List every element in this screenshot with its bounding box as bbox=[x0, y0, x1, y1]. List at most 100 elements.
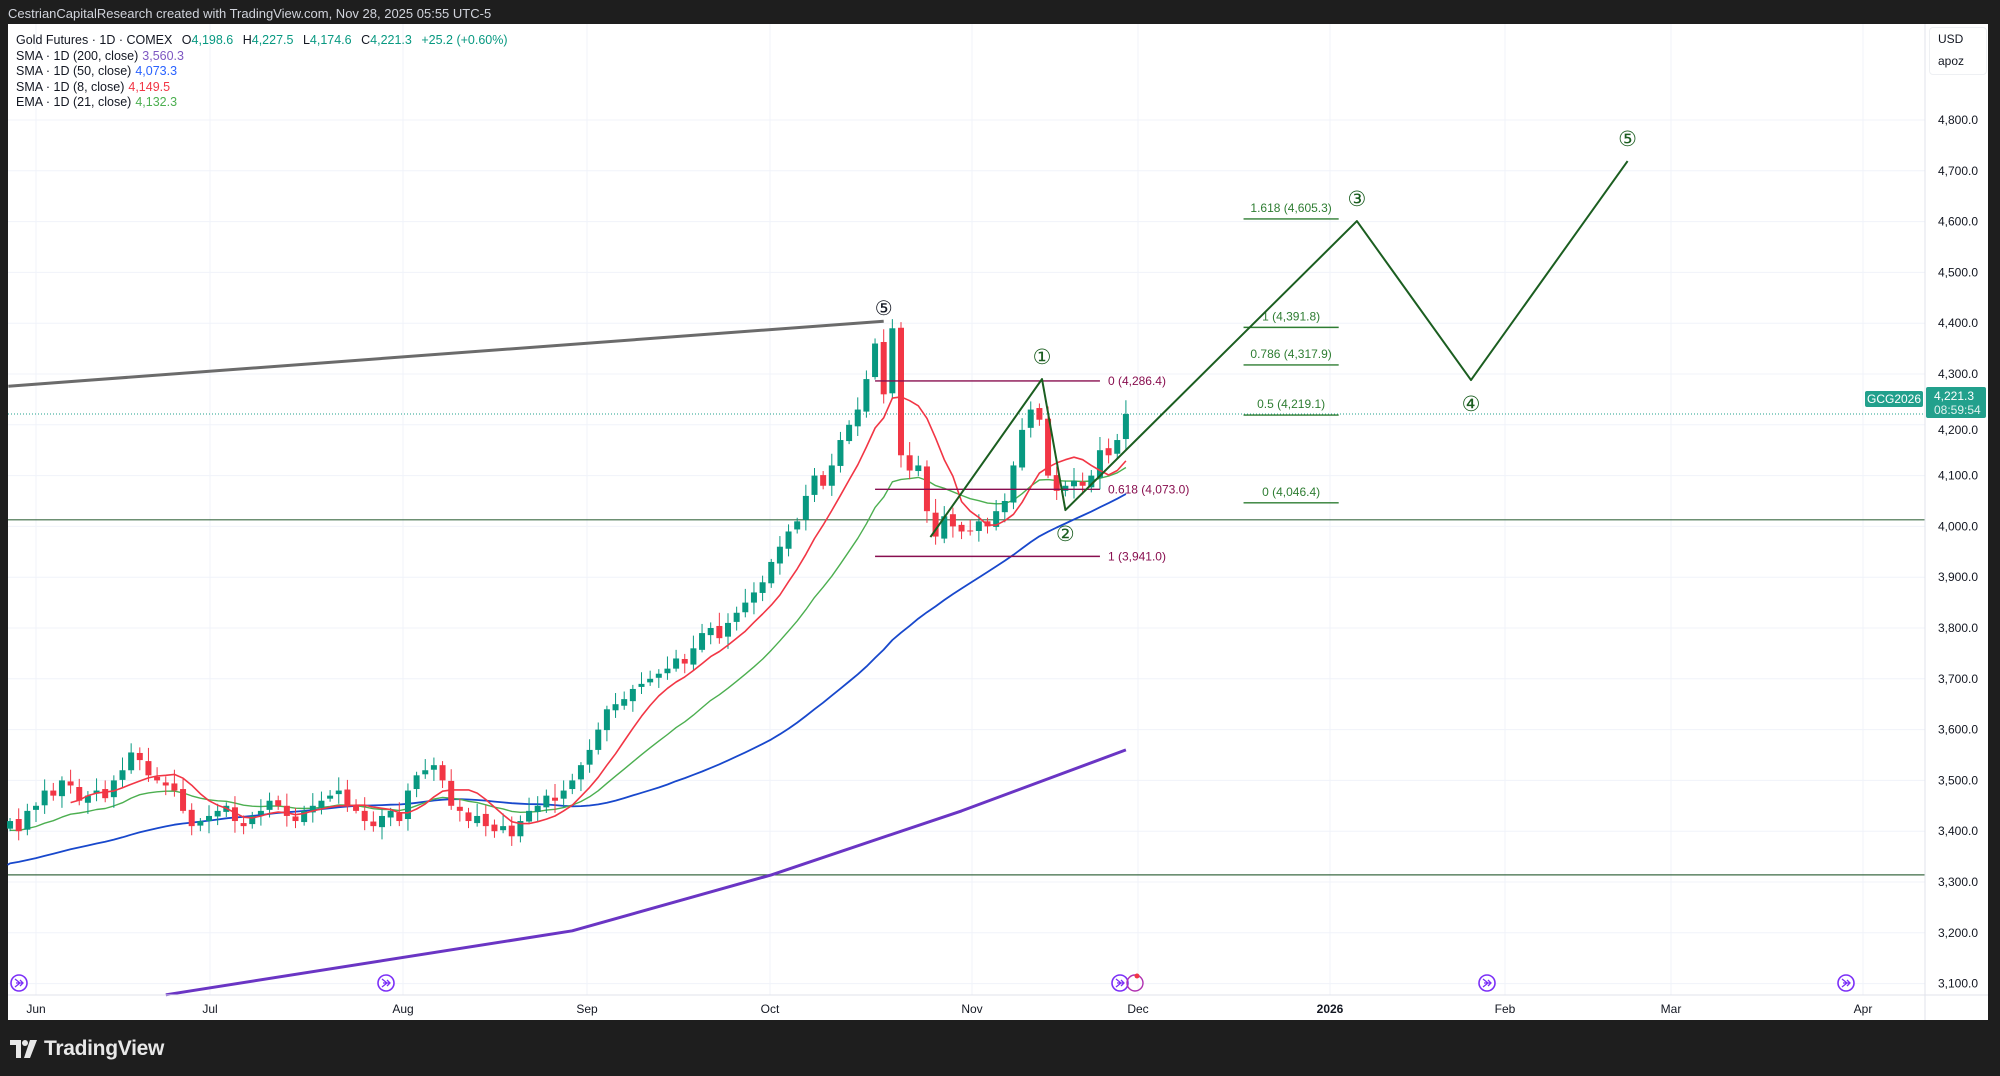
candle-body bbox=[396, 812, 403, 822]
candle-body bbox=[76, 787, 83, 801]
price-tick-label: 4,800.0 bbox=[1938, 113, 1978, 127]
price-tick-label: 3,100.0 bbox=[1938, 977, 1978, 991]
candle-body bbox=[768, 561, 775, 584]
wave-label-1: ① bbox=[1033, 346, 1052, 369]
ema21-line bbox=[9, 466, 1127, 832]
price-tick-label: 4,100.0 bbox=[1938, 469, 1978, 483]
tradingview-logo[interactable]: TradingView bbox=[10, 1037, 164, 1061]
candle-body bbox=[283, 805, 290, 816]
candle-body bbox=[802, 495, 809, 520]
candle-body bbox=[560, 790, 567, 799]
time-tick-label: Nov bbox=[961, 1002, 982, 1016]
candle-body bbox=[102, 789, 109, 799]
candle-body bbox=[543, 795, 550, 808]
currency-unit-button[interactable]: USD apoz bbox=[1929, 27, 1987, 75]
candle-body bbox=[664, 668, 671, 674]
candle-body bbox=[1105, 448, 1112, 456]
arrow-icon bbox=[1841, 978, 1851, 988]
elliott-wave-path bbox=[929, 160, 1629, 538]
candle-body bbox=[1122, 413, 1129, 440]
price-tick-label: 3,900.0 bbox=[1938, 570, 1978, 584]
drawings[interactable]: ⑤ 0 (4,286.4) 0.618 (4,073.0) 1 (3,941.0) 1.… bbox=[8, 128, 1637, 563]
candle-body bbox=[1079, 481, 1086, 486]
candle-body bbox=[906, 455, 913, 471]
unit-label: apoz bbox=[1938, 54, 1965, 68]
candle-body bbox=[301, 810, 308, 823]
candle-body bbox=[517, 821, 524, 837]
candle-body bbox=[162, 782, 169, 786]
candle-body bbox=[716, 625, 723, 639]
candle-body bbox=[456, 806, 463, 811]
sma8-line bbox=[70, 396, 1127, 825]
arrow-icon bbox=[14, 978, 24, 988]
candle-body bbox=[552, 797, 558, 801]
legend-indicator-ema21[interactable]: EMA · 1D (21, close) 4,132.3 bbox=[16, 95, 508, 111]
candle-body bbox=[24, 810, 31, 830]
fib-retracement-level-label: 1 (3,941.0) bbox=[1108, 549, 1166, 563]
candle-body bbox=[898, 327, 904, 456]
time-tick-label: Jul bbox=[202, 1002, 217, 1016]
price-axis[interactable]: 4,800.0 4,700.0 4,600.0 4,500.0 4,400.0 4,300… bbox=[1938, 113, 1978, 991]
legend-symbol-row[interactable]: Gold Futures · 1D · COMEX O4,198.6 H4,22… bbox=[16, 33, 508, 49]
candle-body bbox=[439, 765, 446, 781]
candle-body bbox=[577, 765, 584, 780]
indicator-value: 4,149.5 bbox=[128, 79, 171, 94]
last-price-marker: GCG2026 4,221.3 08:59:54 bbox=[1865, 387, 1986, 418]
candle-body bbox=[422, 770, 429, 775]
last-price: 4,221.3 bbox=[1934, 389, 1974, 403]
candle-body bbox=[889, 328, 896, 394]
attribution-text: CestrianCapitalResearch created with Tra… bbox=[8, 6, 492, 21]
price-tick-label: 3,500.0 bbox=[1938, 773, 1978, 787]
candle-body bbox=[603, 709, 610, 731]
price-tick-label: 3,400.0 bbox=[1938, 824, 1978, 838]
candle-body bbox=[41, 790, 48, 806]
currency-label: USD bbox=[1938, 32, 1964, 46]
candle-body bbox=[794, 521, 801, 530]
candle-body bbox=[119, 770, 126, 780]
event-markers[interactable] bbox=[10, 973, 1855, 992]
high-value: 4,227.5 bbox=[251, 33, 294, 47]
arrow-icon bbox=[1115, 978, 1125, 988]
candle-body bbox=[249, 815, 256, 825]
candle-body bbox=[180, 789, 187, 811]
candle-body bbox=[50, 790, 57, 796]
time-axis[interactable]: Jun Jul Aug Sep Oct Nov Dec 2026 Feb Mar Apr bbox=[26, 1002, 1872, 1016]
open-label: O bbox=[181, 33, 192, 47]
indicator-name: SMA · 1D (50, close) bbox=[16, 64, 132, 78]
candle-body bbox=[214, 810, 221, 817]
candle-body bbox=[15, 819, 22, 832]
candle-body bbox=[206, 815, 212, 822]
candle-body bbox=[526, 810, 533, 822]
wave-label-4: ④ bbox=[1462, 393, 1481, 416]
candle-body bbox=[430, 765, 437, 770]
legend-indicator-sma8[interactable]: SMA · 1D (8, close) 4,149.5 bbox=[16, 80, 508, 96]
candle-body bbox=[1088, 475, 1095, 488]
candle-body bbox=[7, 821, 14, 829]
candle-body bbox=[621, 699, 628, 706]
candle-body bbox=[733, 612, 740, 622]
candle-body bbox=[750, 592, 757, 603]
candle-body bbox=[629, 688, 636, 702]
price-tick-label: 3,600.0 bbox=[1938, 723, 1978, 737]
fib-extension-level-label: 0.786 (4,317.9) bbox=[1250, 347, 1331, 361]
candle-body bbox=[145, 761, 152, 776]
candle-body bbox=[33, 805, 39, 810]
candle-body bbox=[837, 440, 844, 466]
candle-body bbox=[1053, 475, 1060, 491]
candle-body bbox=[993, 511, 1000, 527]
candle-body bbox=[335, 790, 342, 795]
symbol-tag: GCG2026 bbox=[1867, 392, 1921, 406]
bar-countdown: 08:59:54 bbox=[1934, 403, 1981, 417]
fib-retracement-level-label: 0.618 (4,073.0) bbox=[1108, 482, 1189, 496]
price-tick-label: 4,600.0 bbox=[1938, 215, 1978, 229]
legend-indicator-sma50[interactable]: SMA · 1D (50, close) 4,073.3 bbox=[16, 64, 508, 80]
legend-indicator-sma200[interactable]: SMA · 1D (200, close) 3,560.3 bbox=[16, 49, 508, 65]
candle-body bbox=[941, 516, 948, 539]
horizontal-lines[interactable] bbox=[8, 413, 1925, 876]
time-tick-label: Feb bbox=[1495, 1002, 1516, 1016]
candle-body bbox=[500, 826, 507, 831]
candle-body bbox=[863, 379, 870, 412]
candle-body bbox=[1045, 418, 1052, 476]
candle-body bbox=[1071, 480, 1077, 487]
